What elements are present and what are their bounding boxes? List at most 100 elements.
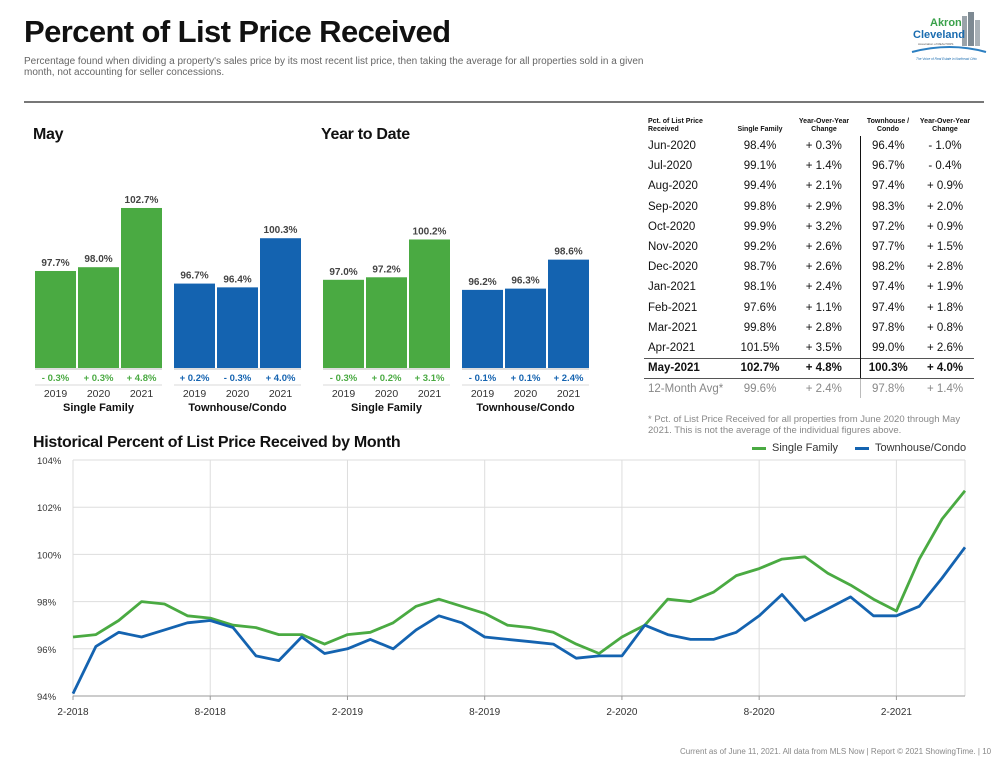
change-label: + 0.1% [511, 373, 541, 384]
table-header: Pct. of List Price Received [648, 118, 703, 133]
table-cell: 100.3% [860, 357, 916, 379]
table-cell: + 1.1% [788, 297, 861, 318]
year-tick-label: 2020 [226, 388, 250, 400]
table-row: Mar-2021 99.8% + 2.8% 97.8% + 0.8% [644, 317, 974, 338]
table-cell: + 2.9% [788, 196, 861, 217]
table-cell: 99.8% [743, 200, 777, 213]
table-cell: + 1.4% [788, 156, 861, 177]
table-cell: 97.4% [871, 281, 905, 294]
table-cell: + 1.8% [926, 301, 964, 314]
year-tick-label: 2019 [471, 388, 495, 400]
table-row: Jul-2020 99.1% + 1.4% 96.7% - 0.4% [644, 156, 974, 177]
logo-tagline: The Voice of Real Estate in Northeast Oh… [916, 57, 977, 61]
table-row: Jun-2020 98.4% + 0.3% 96.4% - 1.0% [644, 136, 974, 157]
bar [366, 277, 407, 368]
bar-value-label: 96.2% [468, 277, 496, 288]
table-cell: 101.5% [740, 341, 780, 354]
bar-value-label: 102.7% [125, 195, 159, 206]
logo-building-1 [962, 16, 967, 46]
y-tick-label: 104% [37, 456, 62, 467]
bar [35, 270, 76, 368]
ytd-section-title: Year to Date [321, 126, 410, 143]
bar [260, 238, 301, 368]
table-cell: + 4.8% [788, 357, 861, 379]
table-cell: Jun-2020 [648, 140, 696, 153]
year-tick-label: 2020 [514, 388, 538, 400]
table-row: Jan-2021 98.1% + 2.4% 97.4% + 1.9% [644, 277, 974, 298]
table-row: Apr-2021 101.5% + 3.5% 99.0% + 2.6% [644, 337, 974, 359]
legend-single-family: Single Family [752, 442, 838, 454]
year-tick-label: 2020 [375, 388, 399, 400]
table-cell: 99.1% [743, 160, 777, 173]
bar [78, 267, 119, 368]
table-cell: + 0.8% [926, 321, 964, 334]
group-label: Townhouse/Condo [188, 402, 286, 414]
header-divider [24, 101, 984, 103]
change-label: + 0.2% [180, 373, 210, 384]
bar-value-label: 98.0% [84, 254, 112, 265]
table-cell: Apr-2021 [648, 341, 696, 354]
table-cell: + 2.1% [788, 176, 861, 197]
bar-value-label: 100.3% [264, 225, 298, 236]
table-cell: + 2.6% [926, 341, 964, 354]
logo-swoosh [911, 46, 987, 53]
legend-label: Single Family [772, 442, 839, 454]
table-cell: Oct-2020 [648, 220, 696, 233]
change-label: + 4.8% [127, 373, 157, 384]
table-cell: 97.8% [871, 321, 905, 334]
table-header: Single Family [737, 126, 783, 133]
table-cell: Jan-2021 [648, 281, 696, 294]
table-cell: 99.0% [871, 341, 905, 354]
table-cell: 99.6% [743, 382, 777, 395]
table-cell: + 1.4% [926, 382, 964, 395]
table-cell: 97.6% [743, 301, 777, 314]
table-header: Townhouse / Condo [866, 118, 910, 133]
bar-value-label: 97.0% [329, 267, 357, 278]
bar-value-label: 100.2% [413, 226, 447, 237]
table-cell: 97.2% [871, 220, 905, 233]
x-tick-label: 8-2018 [195, 707, 227, 718]
table-cell: Jul-2020 [648, 160, 693, 173]
y-tick-label: 96% [37, 645, 57, 656]
table-cell: + 2.8% [926, 261, 964, 274]
historical-line-chart: 94% 96% 98% 100% 102% 104% 2-2018 8-2018 2-2019 8… [37, 456, 967, 718]
y-tick-label: 98% [37, 598, 57, 609]
table-row: Feb-2021 97.6% + 1.1% 97.4% + 1.8% [644, 297, 974, 318]
bar [409, 239, 450, 368]
table-cell: 12-Month Avg* [648, 382, 724, 395]
table-row: Nov-2020 99.2% + 2.6% 97.7% + 1.5% [644, 236, 974, 258]
change-label: - 0.1% [469, 373, 497, 384]
table-cell: 99.9% [743, 220, 777, 233]
historical-section-title: Historical Percent of List Price Receive… [33, 434, 401, 451]
table-cell: + 3.5% [788, 337, 861, 359]
table-cell: + 0.9% [926, 220, 964, 233]
logo-line1: Akron [930, 17, 962, 29]
x-tick-label: 8-2019 [469, 707, 501, 718]
may-bar-chart: 97.7% - 0.3% 2019 98.0% + 0.3% 2020 102.7% + 4.… [35, 195, 301, 414]
table-cell: + 2.6% [788, 236, 861, 258]
bar-value-label: 97.7% [41, 258, 69, 269]
table-cell: Sep-2020 [648, 200, 698, 213]
change-label: + 2.4% [554, 373, 584, 384]
bar [548, 259, 589, 368]
bar-value-label: 96.4% [223, 274, 251, 285]
table-cell: + 1.5% [926, 241, 964, 254]
logo-line3: Association of REALTORS [918, 42, 953, 46]
table-cell: Nov-2020 [648, 241, 698, 254]
table-cell: + 2.4% [788, 277, 861, 298]
table-cell: Aug-2020 [648, 180, 698, 193]
bar-value-label: 96.7% [180, 271, 208, 282]
table-cell: Dec-2020 [648, 261, 698, 274]
legend-label: Townhouse/Condo [875, 442, 967, 454]
table-row: Oct-2020 99.9% + 3.2% 97.2% + 0.9% [644, 216, 974, 237]
bar [217, 287, 258, 368]
table-cell: 97.8% [871, 382, 905, 395]
logo-building-2 [968, 12, 974, 46]
ytd-bar-chart: 97.0% - 0.3% 2019 97.2% + 0.2% 2020 100.2% + 3.… [323, 226, 589, 414]
change-label: - 0.3% [42, 373, 70, 384]
table-cell: 97.4% [871, 301, 905, 314]
table-cell: May-2021 [644, 357, 732, 379]
table-footnote: * Pct. of List Price Received for all pr… [648, 414, 961, 436]
year-tick-label: 2019 [332, 388, 356, 400]
page-footer: Current as of June 11, 2021. All data fr… [680, 747, 992, 756]
